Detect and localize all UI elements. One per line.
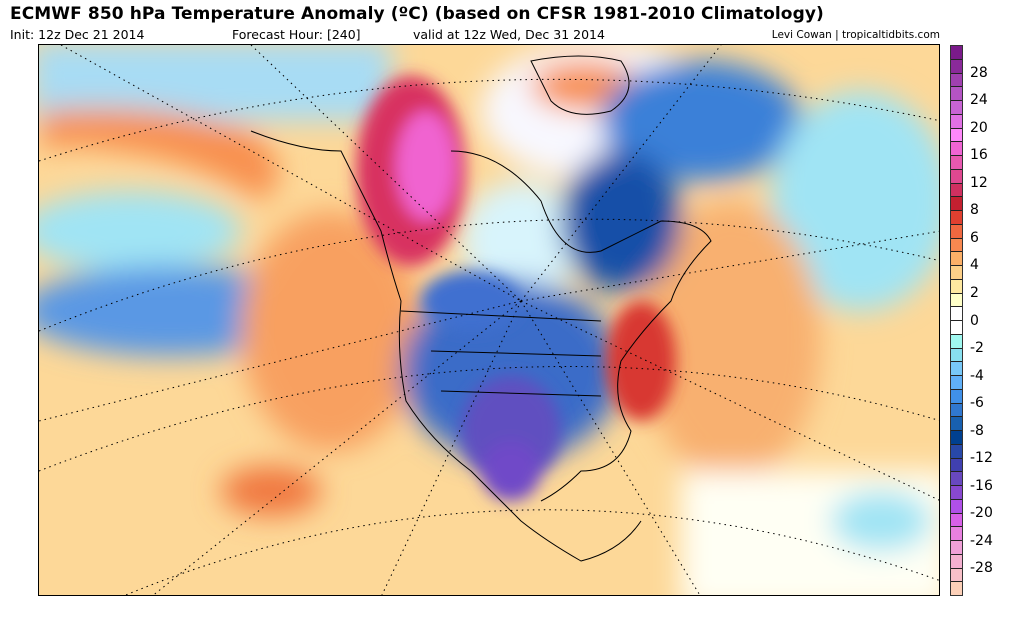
colorbar-segment [951, 513, 962, 528]
colorbar-segment [951, 128, 962, 143]
init-time: Init: 12z Dec 21 2014 [10, 27, 145, 42]
map-title: ECMWF 850 hPa Temperature Anomaly (ºC) (… [10, 4, 824, 24]
colorbar-label: 12 [970, 174, 988, 191]
colorbar-label: -16 [970, 477, 993, 494]
colorbar-label: 8 [970, 202, 979, 219]
colorbar-segment [951, 87, 962, 101]
anomaly-field [39, 45, 939, 595]
colorbar-segment [951, 431, 962, 445]
valid-time: valid at 12z Wed, Dec 31 2014 [413, 27, 605, 42]
graticule [39, 45, 939, 595]
colorbar-label: -28 [970, 560, 993, 577]
colorbar-segment [951, 582, 962, 595]
colorbar-segment [951, 362, 962, 376]
colorbar-label: -6 [970, 395, 984, 412]
colorbar-segment [951, 376, 962, 390]
colorbar-label: -12 [970, 450, 993, 467]
colorbar-label: 24 [970, 92, 988, 109]
coastlines [250, 55, 712, 562]
colorbar-segment [951, 142, 962, 156]
colorbar-segment [951, 59, 962, 74]
colorbar-label: 2 [970, 284, 979, 301]
colorbar-label: 0 [970, 312, 979, 329]
colorbar-segment [951, 266, 962, 280]
colorbar-segment [951, 486, 962, 500]
colorbar-segment [951, 73, 962, 88]
colorbar-label: -8 [970, 422, 984, 439]
colorbar-segment [951, 541, 962, 555]
colorbar-segment [951, 568, 962, 583]
colorbar-segment [951, 444, 962, 459]
colorbar-segment [951, 389, 962, 404]
colorbar-segment [951, 403, 962, 418]
colorbar-segment [951, 554, 962, 569]
colorbar-segment [951, 238, 962, 253]
colorbar-label: 6 [970, 229, 979, 246]
colorbar-label: -2 [970, 340, 984, 357]
temperature-anomaly-map [38, 44, 940, 596]
colorbar-segment [951, 348, 962, 363]
colorbar-segment [951, 46, 962, 60]
colorbar-segment [951, 211, 962, 225]
colorbar-segment [951, 279, 962, 294]
colorbar-segment [951, 224, 962, 239]
colorbar-segment [951, 197, 962, 211]
colorbar-label: 4 [970, 257, 979, 274]
colorbar-label: -24 [970, 532, 993, 549]
colorbar-segment [951, 293, 962, 308]
colorbar [950, 45, 963, 596]
credit: Levi Cowan | tropicaltidbits.com [771, 29, 940, 41]
colorbar-segment [951, 252, 962, 266]
colorbar-segment [951, 499, 962, 514]
colorbar-segment [951, 307, 962, 321]
colorbar-segment [951, 527, 962, 541]
colorbar-segment [951, 417, 962, 431]
colorbar-segment [951, 183, 962, 198]
colorbar-segment [951, 101, 962, 115]
forecast-hour: Forecast Hour: [240] [232, 27, 361, 42]
colorbar-segment [951, 169, 962, 184]
colorbar-label: 20 [970, 119, 988, 136]
colorbar-label: 16 [970, 147, 988, 164]
colorbar-label: -4 [970, 367, 984, 384]
colorbar-segment [951, 321, 962, 335]
colorbar-segment [951, 156, 962, 170]
colorbar-segment [951, 334, 962, 349]
colorbar-segment [951, 114, 962, 129]
colorbar-label: 28 [970, 64, 988, 81]
colorbar-segment [951, 458, 962, 473]
colorbar-label: -20 [970, 505, 993, 522]
colorbar-segment [951, 472, 962, 486]
